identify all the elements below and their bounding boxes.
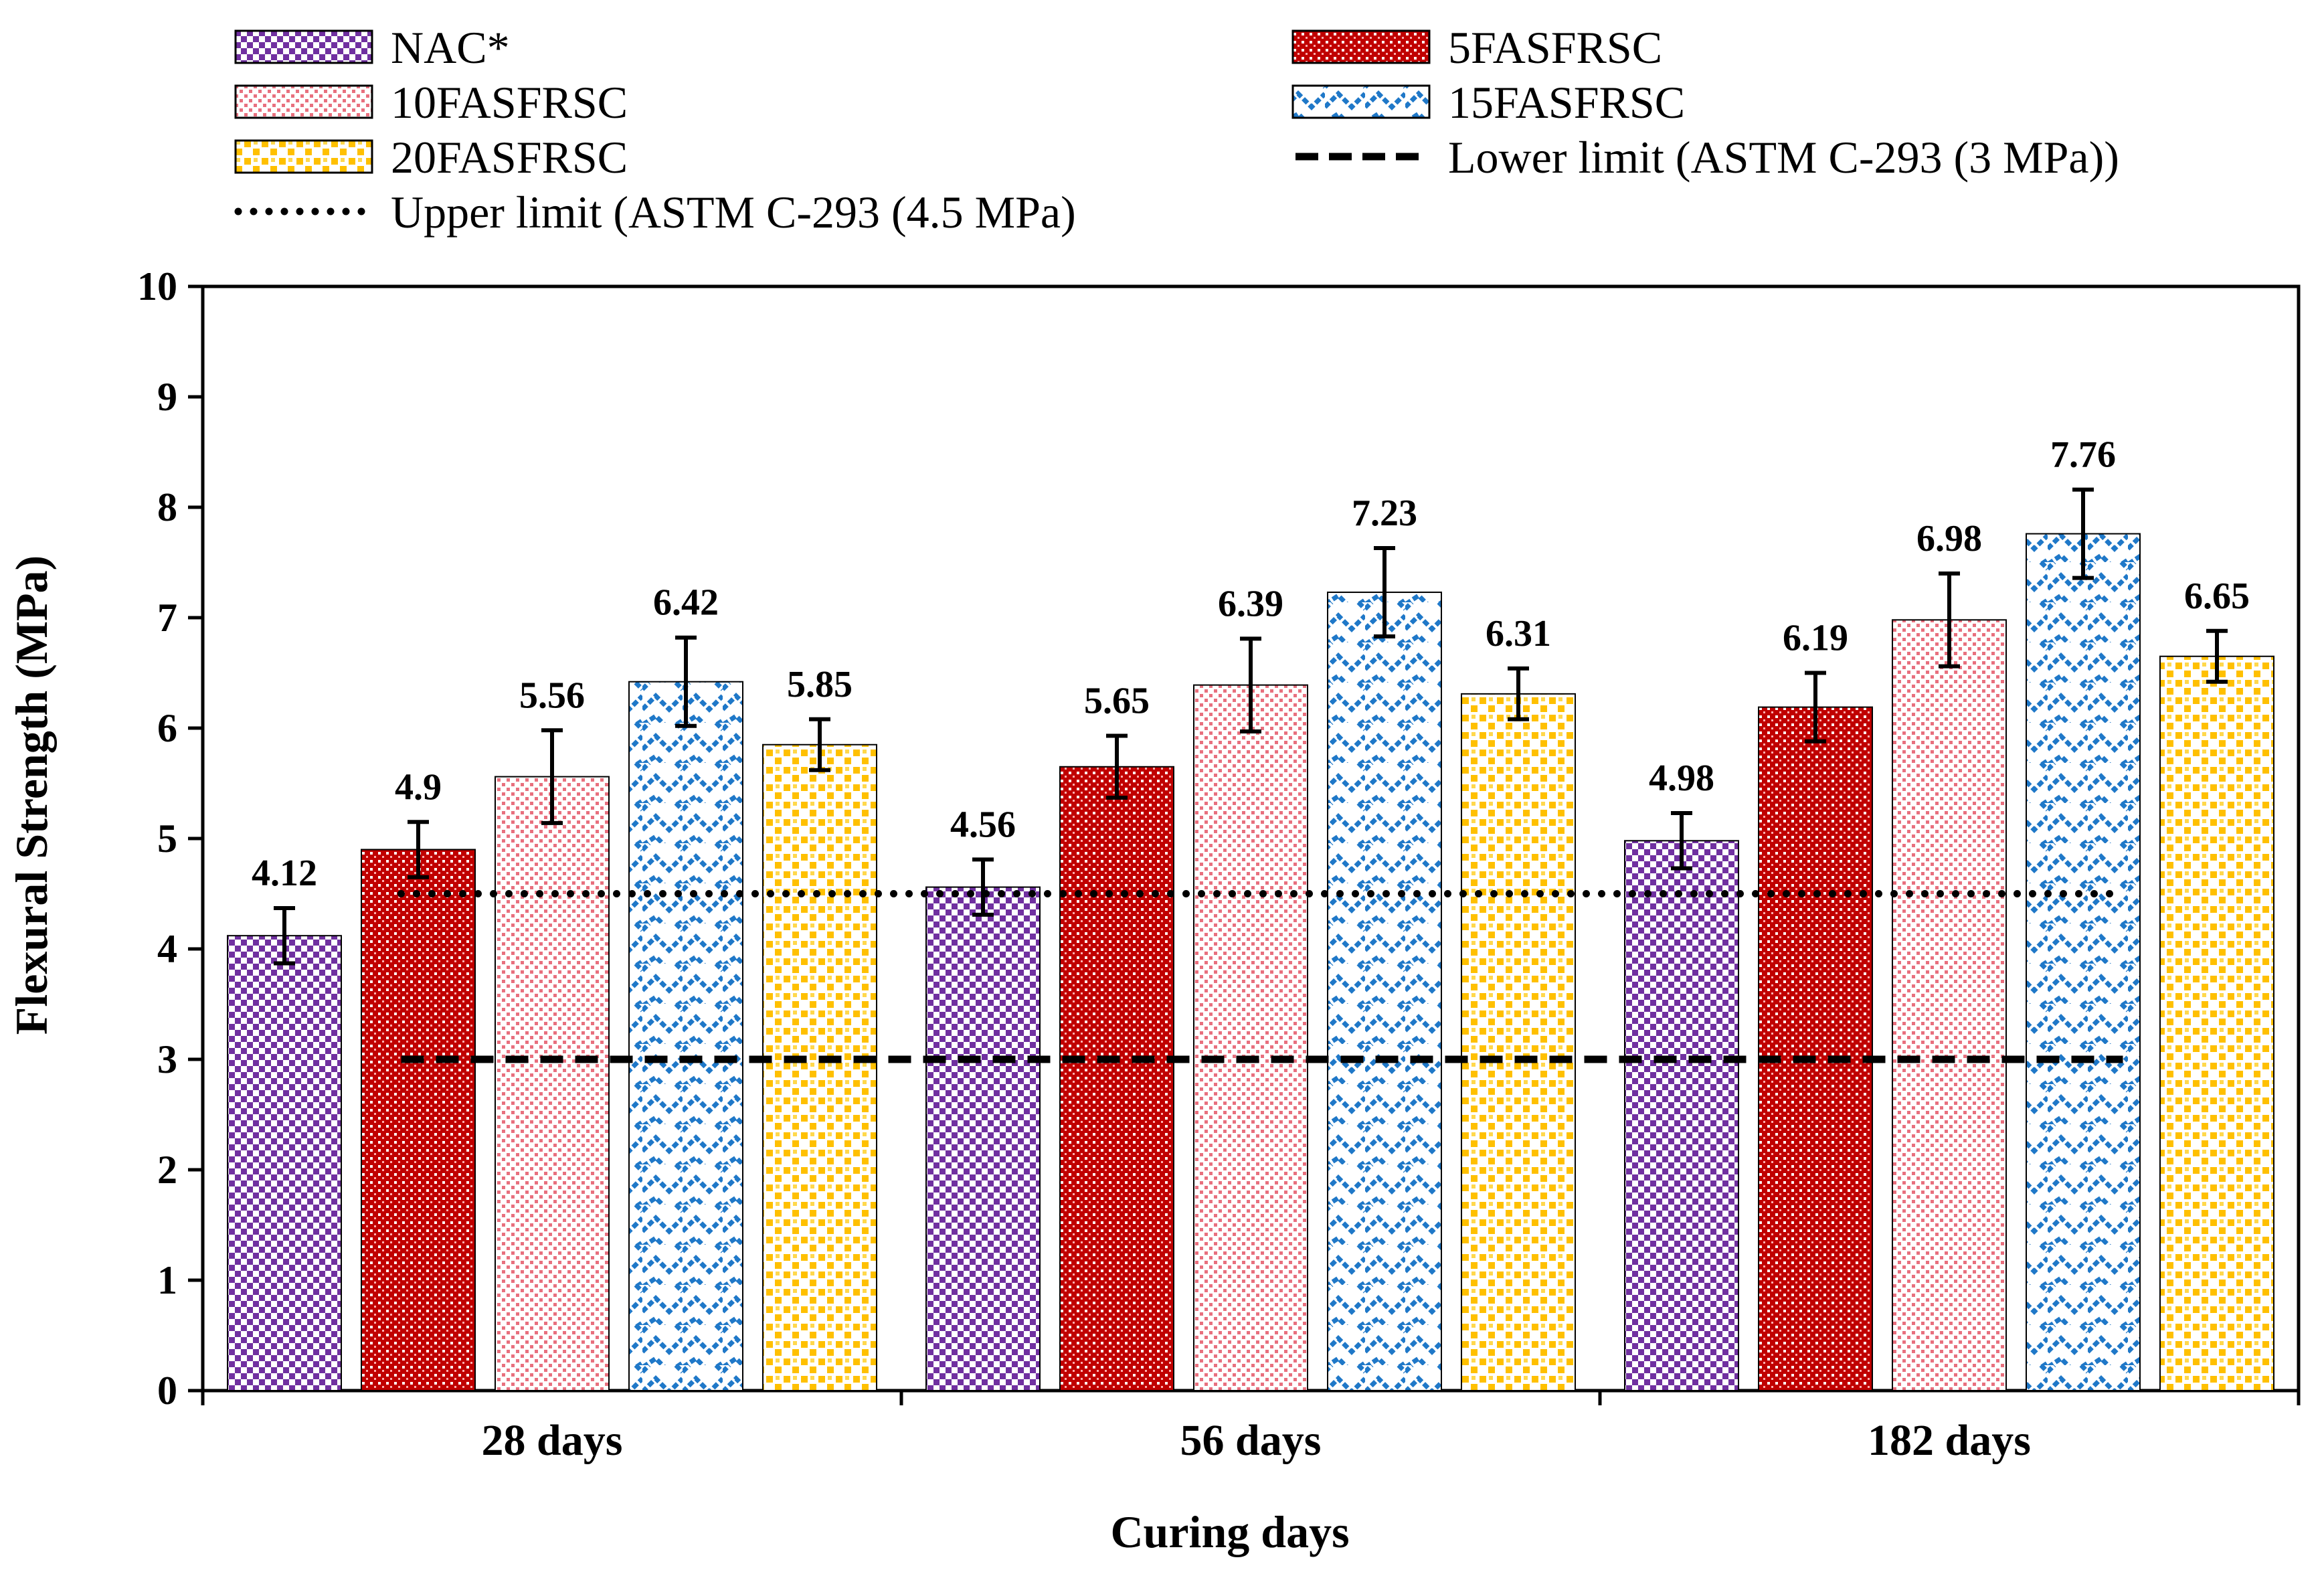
- data-label: 6.39: [1218, 583, 1283, 624]
- data-label: 7.76: [2050, 434, 2116, 476]
- legend-item: Lower limit (ASTM C-293 (3 MPa)): [1295, 132, 2119, 183]
- legend-item: NAC*: [234, 22, 510, 73]
- data-label: 6.65: [2184, 576, 2250, 617]
- y-tick-label: 1: [157, 1258, 177, 1302]
- legend-label: 15FASFRSC: [1448, 77, 1685, 128]
- bar-20fasfrsc-28-days: [762, 743, 877, 1391]
- data-label: 5.85: [787, 664, 853, 705]
- legend-label: Lower limit (ASTM C-293 (3 MPa)): [1448, 132, 2119, 183]
- y-tick-label: 4: [157, 927, 177, 971]
- legend-swatch-5fasfrsc: [1291, 29, 1431, 64]
- legend: NAC* 5FASFRSC 10FASFRSC 15FASFRSC 20FASFRSC L…: [234, 22, 2119, 238]
- y-axis-title: Flexural Strength (MPa): [6, 555, 57, 1035]
- legend-label: NAC*: [391, 22, 510, 73]
- legend-label: 20FASFRSC: [391, 132, 628, 183]
- bar-20fasfrsc-182-days: [2159, 655, 2274, 1391]
- y-tick-label: 6: [157, 706, 177, 750]
- bar-10fasfrsc-56-days: [1193, 684, 1308, 1391]
- bar-nac-56-days: [925, 886, 1041, 1391]
- data-label: 4.9: [395, 766, 442, 808]
- legend-item: 5FASFRSC: [1291, 22, 1662, 73]
- bar-15fasfrsc-182-days: [2026, 533, 2141, 1391]
- legend-item: 20FASFRSC: [234, 132, 628, 183]
- bar-5fasfrsc-182-days: [1758, 706, 1873, 1391]
- bar-5fasfrsc-28-days: [361, 849, 476, 1391]
- x-axis-title: Curing days: [1110, 1506, 1349, 1557]
- bar-15fasfrsc-28-days: [628, 681, 743, 1392]
- x-category-label: 56 days: [1180, 1416, 1322, 1465]
- bar-nac-182-days: [1624, 840, 1739, 1392]
- y-tick-label: 3: [157, 1037, 177, 1081]
- data-label: 7.23: [1352, 493, 1417, 534]
- y-tick-label: 8: [157, 485, 177, 529]
- legend-item: 10FASFRSC: [234, 77, 628, 128]
- legend-item: 15FASFRSC: [1291, 77, 1685, 128]
- y-tick-label: 5: [157, 816, 177, 861]
- data-label: 5.65: [1084, 681, 1150, 722]
- data-label: 6.42: [653, 582, 719, 624]
- y-tick-label: 9: [157, 375, 177, 419]
- bar-nac-28-days: [227, 935, 342, 1391]
- plot-area: 0 1 2 3 4 5 6 7 8 9 10 28 days 4.12 4.9 5.56 6.42 5.85 56…: [137, 264, 2301, 1465]
- data-label: 6.31: [1486, 613, 1551, 654]
- data-label: 6.98: [1916, 518, 1982, 559]
- data-label: 5.56: [519, 675, 585, 716]
- data-label: 4.56: [950, 804, 1016, 845]
- bar-15fasfrsc-56-days: [1327, 592, 1442, 1391]
- bar-5fasfrsc-56-days: [1059, 766, 1174, 1391]
- x-category-label: 182 days: [1868, 1416, 2031, 1465]
- data-label: 4.98: [1649, 758, 1714, 799]
- legend-label: 10FASFRSC: [391, 77, 628, 128]
- legend-label: 5FASFRSC: [1448, 22, 1662, 73]
- legend-swatch-10fasfrsc: [234, 84, 373, 119]
- y-tick-label: 7: [157, 596, 177, 640]
- legend-item: Upper limit (ASTM C-293 (4.5 MPa): [234, 187, 1076, 238]
- data-label: 6.19: [1783, 618, 1848, 659]
- legend-label: Upper limit (ASTM C-293 (4.5 MPa): [391, 187, 1076, 238]
- y-tick-label: 2: [157, 1148, 177, 1192]
- legend-swatch-nac: [234, 29, 373, 64]
- y-tick-label: 10: [137, 264, 177, 309]
- legend-swatch-20fasfrsc: [234, 139, 373, 174]
- bar-20fasfrsc-56-days: [1461, 693, 1576, 1391]
- data-label: 4.12: [252, 853, 317, 894]
- bar-10fasfrsc-182-days: [1892, 619, 2007, 1391]
- legend-swatch-15fasfrsc: [1291, 84, 1431, 119]
- bar-10fasfrsc-28-days: [495, 776, 610, 1391]
- y-tick-label: 0: [157, 1369, 177, 1413]
- x-category-label: 28 days: [482, 1416, 623, 1465]
